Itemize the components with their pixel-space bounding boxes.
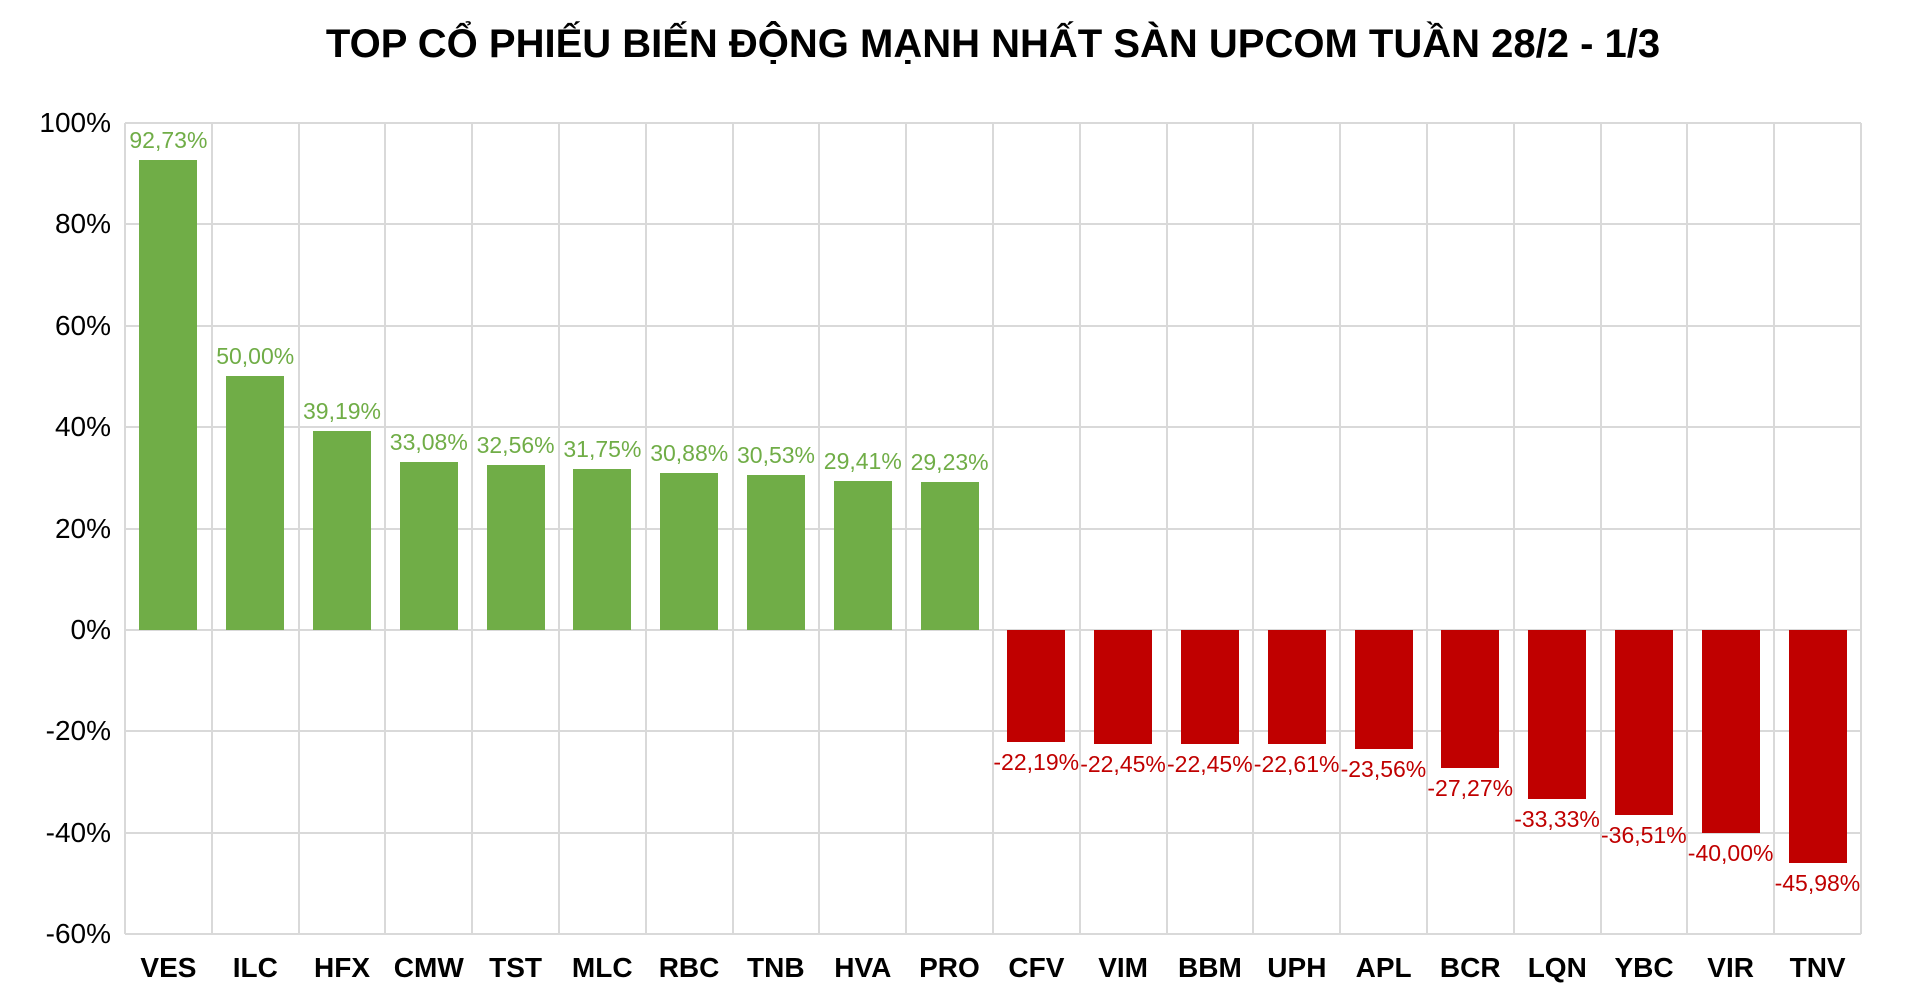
- y-axis-tick--40: -40%: [45, 816, 111, 848]
- v-gridline-11: [1078, 123, 1081, 934]
- bar-TNV: [1788, 629, 1847, 863]
- value-label-UPH: -22,61%: [1253, 751, 1340, 778]
- x-axis-tick-BCR: BCR: [1439, 952, 1501, 983]
- v-gridline-7: [731, 123, 734, 934]
- bar-LQN: [1528, 629, 1587, 799]
- x-axis-tick-HVA: HVA: [834, 952, 892, 983]
- v-gridline-6: [644, 123, 647, 934]
- value-label-TNB: 30,53%: [737, 442, 816, 469]
- x-axis-tick-BBM: BBM: [1178, 952, 1242, 983]
- bar-RBC: [660, 473, 719, 630]
- bar-CMW: [399, 462, 458, 630]
- bar-MLC: [573, 468, 632, 630]
- value-label-APL: -23,56%: [1340, 756, 1427, 783]
- y-axis-tick-80: 80%: [54, 208, 111, 240]
- x-axis-tick-YBC: YBC: [1614, 952, 1674, 983]
- bar-HFX: [313, 431, 371, 630]
- v-gridline-3: [384, 123, 387, 934]
- bar-TNB: [747, 475, 805, 630]
- bar-ILC: [226, 376, 285, 630]
- bar-CFV: [1007, 629, 1066, 743]
- value-label-MLC: 31,75%: [563, 435, 642, 462]
- x-axis-tick-CMW: CMW: [393, 952, 464, 983]
- v-gridline-9: [905, 123, 908, 934]
- bar-APL: [1354, 629, 1413, 750]
- v-gridline-12: [1165, 123, 1168, 934]
- v-gridline-1: [210, 123, 213, 934]
- bar-VIR: [1701, 629, 1760, 833]
- value-label-LQN: -33,33%: [1514, 805, 1600, 832]
- plot-area: 92,73% 50,00% 39,19% 33,08% 32,56% 31,75% 30,8…: [124, 122, 1862, 935]
- value-label-HVA: 29,41%: [823, 447, 902, 474]
- v-gridline-19: [1773, 123, 1776, 934]
- value-label-ILC: 50,00%: [216, 343, 295, 370]
- bar-PRO: [920, 481, 979, 630]
- bar-HVA: [833, 480, 892, 630]
- x-axis-tick-APL: APL: [1355, 952, 1412, 983]
- y-axis-tick-100: 100%: [39, 107, 111, 138]
- v-gridline-18: [1686, 123, 1689, 934]
- v-gridline-14: [1339, 123, 1342, 934]
- v-gridline-13: [1252, 123, 1255, 934]
- value-label-VIM: -22,45%: [1080, 750, 1166, 777]
- x-axis-tick-TNB: TNB: [747, 952, 805, 983]
- v-gridline-16: [1512, 123, 1515, 934]
- value-label-TST: 32,56%: [476, 431, 555, 458]
- value-label-TNV: -45,98%: [1774, 869, 1861, 896]
- v-gridline-15: [1426, 123, 1428, 934]
- bar-BCR: [1441, 629, 1500, 769]
- h-gridline--60: [125, 933, 1861, 935]
- v-gridline-2: [297, 123, 300, 934]
- value-label-CFV: -22,19%: [993, 749, 1080, 776]
- bar-YBC: [1615, 629, 1673, 815]
- value-label-BCR: -27,27%: [1427, 775, 1514, 802]
- bar-BBM: [1181, 629, 1239, 744]
- value-label-RBC: 30,88%: [650, 440, 729, 467]
- y-axis-tick-60: 60%: [54, 309, 111, 341]
- x-axis-tick-VES: VES: [140, 952, 197, 983]
- v-gridline-17: [1599, 123, 1602, 934]
- x-axis-tick-PRO: PRO: [919, 952, 980, 983]
- x-axis-tick-VIM: VIM: [1098, 952, 1148, 983]
- x-axis-tick-TST: TST: [489, 952, 542, 983]
- y-axis-tick-20: 20%: [54, 512, 111, 544]
- v-gridline-8: [818, 123, 821, 934]
- v-gridline-20: [1860, 123, 1862, 934]
- bar-VIM: [1094, 629, 1153, 744]
- chart-title: TOP CỔ PHIẾU BIẾN ĐỘNG MẠNH NHẤT SÀN UPC…: [325, 22, 1661, 66]
- x-axis-tick-HFX: HFX: [314, 952, 370, 983]
- y-axis-tick-0: 0%: [70, 613, 111, 645]
- x-axis-tick-LQN: LQN: [1527, 952, 1587, 983]
- value-label-HFX: 39,19%: [303, 398, 382, 425]
- x-axis-tick-ILC: ILC: [232, 952, 278, 983]
- y-axis-tick-40: 40%: [54, 411, 111, 443]
- y-axis-tick--20: -20%: [45, 715, 111, 747]
- value-label-YBC: -36,51%: [1601, 821, 1687, 848]
- x-axis-tick-UPH: UPH: [1267, 952, 1327, 983]
- value-label-VES: 92,73%: [129, 126, 208, 153]
- x-axis-tick-MLC: MLC: [571, 952, 633, 983]
- x-axis-tick-TNV: TNV: [1789, 952, 1846, 983]
- v-gridline-4: [471, 123, 474, 934]
- value-label-VIR: -40,00%: [1687, 839, 1774, 866]
- bar-TST: [486, 464, 545, 630]
- y-axis-tick--60: -60%: [45, 918, 111, 949]
- bar-VES: [139, 159, 198, 630]
- x-axis-tick-CFV: CFV: [1008, 952, 1065, 983]
- value-label-CMW: 33,08%: [389, 429, 468, 456]
- v-gridline-10: [992, 123, 994, 934]
- bar-UPH: [1267, 629, 1326, 745]
- x-axis-tick-VIR: VIR: [1707, 952, 1754, 983]
- x-axis-tick-RBC: RBC: [658, 952, 720, 983]
- value-label-BBM: -22,45%: [1167, 750, 1253, 777]
- value-label-PRO: 29,23%: [910, 448, 989, 475]
- v-gridline-0: [124, 123, 126, 934]
- v-gridline-5: [558, 123, 560, 934]
